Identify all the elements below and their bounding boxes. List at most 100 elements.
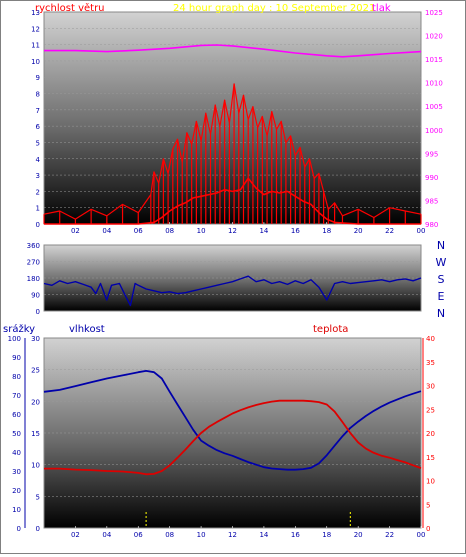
direction-tick-label: 0 [36,308,40,316]
pressure-tick-label: 1005 [425,103,443,111]
temperature-tick-label: 30 [426,383,435,391]
wind-speed-tick-label: 9 [36,74,40,82]
direction-tick-label: 360 [27,242,40,250]
wind-x-tick-label: 00 [417,227,426,235]
temperature-axis-label: teplota [313,324,348,335]
humidity-tick-label: 5 [36,493,40,501]
humidity-tick-label: 25 [31,367,40,375]
wind-speed-tick-label: 6 [36,123,41,131]
wind-speed-axis-label: rychlost větru [35,2,105,14]
compass-label: S [438,273,445,286]
temperature-tick-label: 40 [426,335,435,343]
compass-label: W [436,256,447,269]
pressure-tick-label: 1025 [425,9,443,17]
wind-x-tick-label: 04 [102,227,111,235]
wind-x-tick-label: 14 [259,227,268,235]
rain-tick-label: 10 [12,506,21,514]
climate-panel-marks: 0102030405060708090100051015202530051015… [8,335,435,539]
pressure-line [44,44,422,58]
wind-x-tick-label: 02 [71,227,80,235]
compass-label: N [437,239,445,252]
direction-line [43,275,422,307]
pressure-tick-label: 1020 [425,33,443,41]
direction-tick-label: 180 [27,275,40,283]
pressure-tick-label: 995 [425,150,438,158]
rain-tick-label: 90 [12,354,21,362]
humidity-tick-label: 0 [36,525,40,533]
pressure-tick-label: 990 [425,174,438,182]
climate-x-tick-label: 04 [102,531,111,539]
humidity-axis-label: vlhkost [69,324,105,335]
rain-tick-label: 0 [17,525,21,533]
temperature-tick-label: 10 [426,478,435,486]
wind-gust-series [43,83,422,224]
rain-tick-label: 40 [12,449,21,457]
wind-speed-tick-label: 12 [31,25,40,33]
wind-speed-tick-label: 4 [36,156,41,164]
rain-tick-label: 80 [12,373,21,381]
climate-x-tick-label: 22 [385,531,394,539]
temperature-tick-label: 20 [426,430,435,438]
climate-x-tick-label: 02 [71,531,80,539]
climate-x-tick-label: 16 [291,531,300,539]
wind-x-tick-label: 22 [385,227,394,235]
wind-plot-area [43,11,422,225]
wind-speed-tick-label: 1 [36,205,40,213]
wind-speed-tick-label: 13 [31,9,40,17]
rain-tick-label: 20 [12,487,21,495]
wind-speed-tick-label: 10 [31,58,40,66]
climate-x-tick-label: 18 [322,531,331,539]
wind-speed-tick-label: 3 [36,172,40,180]
climate-x-tick-label: 12 [228,531,237,539]
wind-x-tick-label: 10 [197,227,206,235]
wind-speed-tick-label: 11 [31,42,40,50]
rain-tick-label: 50 [12,430,21,438]
wind-panel-marks: 0123456789101112139809859909951000100510… [31,9,443,235]
temperature-tick-label: 0 [426,525,430,533]
wind-x-tick-label: 20 [354,227,363,235]
wind-speed-tick-label: 2 [36,188,40,196]
wind-speed-tick-label: 8 [36,91,40,99]
humidity-tick-label: 20 [31,398,40,406]
wind-x-tick-label: 08 [165,227,174,235]
pressure-tick-label: 1015 [425,56,443,64]
direction-tick-label: 90 [31,292,40,300]
rain-tick-label: 70 [12,392,21,400]
climate-x-tick-label: 06 [134,531,143,539]
temperature-tick-label: 15 [426,454,435,462]
humidity-tick-label: 15 [31,430,40,438]
temperature-tick-label: 25 [426,406,435,414]
humidity-line [43,370,422,471]
chart-title: 24 hour graph day : 10 September 2021 [173,3,375,14]
wind-speed-tick-label: 5 [36,139,40,147]
wind-x-tick-label: 12 [228,227,237,235]
rain-tick-label: 60 [12,411,21,419]
climate-x-tick-label: 08 [165,531,174,539]
wind-x-tick-label: 18 [322,227,331,235]
wind_speed-line [44,177,421,225]
temperature-tick-label: 5 [426,501,430,509]
rain-tick-label: 100 [8,335,21,343]
temperature-line [44,399,422,476]
pressure-axis-label: tlak [372,3,391,14]
climate-x-tick-label: 10 [197,531,206,539]
wind-speed-tick-label: 7 [36,107,40,115]
direction-tick-label: 270 [27,259,40,267]
wind-x-tick-label: 06 [134,227,143,235]
temperature-tick-label: 35 [426,359,435,367]
compass-label: N [437,307,445,320]
climate-x-tick-label: 14 [259,531,268,539]
rain-tick-label: 30 [12,468,21,476]
pressure-tick-label: 1000 [425,127,443,135]
humidity-tick-label: 10 [31,462,40,470]
pressure-tick-label: 980 [425,221,438,229]
compass-label: E [438,290,445,303]
climate-x-tick-label: 00 [417,531,426,539]
wind-gust-line [43,83,422,220]
wind-speed-tick-label: 0 [36,221,40,229]
rain-axis-label: srážky [3,323,35,335]
climate-x-tick-label: 20 [354,531,363,539]
